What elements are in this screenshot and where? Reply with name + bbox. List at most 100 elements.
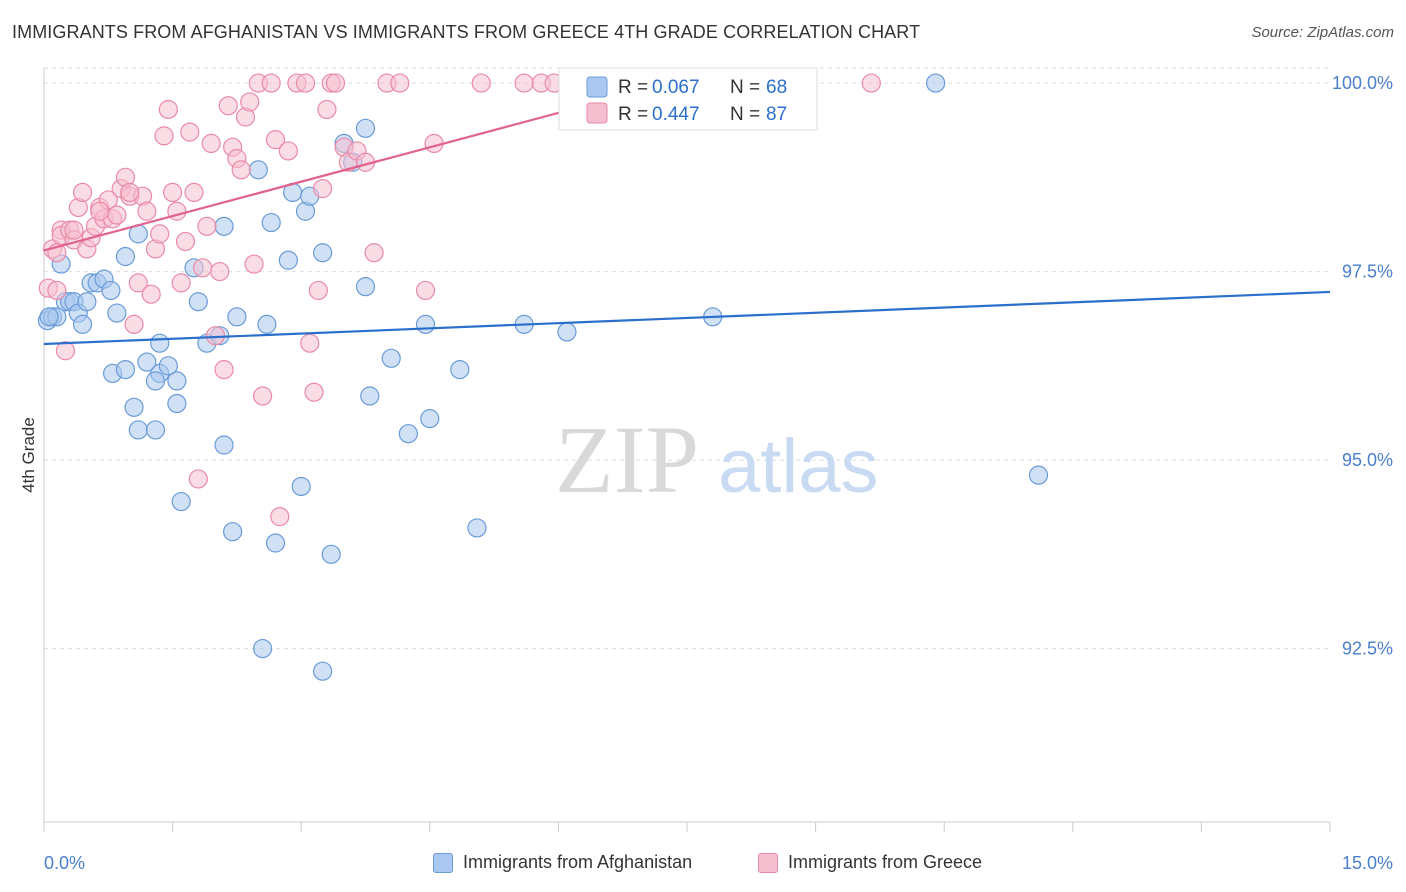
data-point-afghanistan — [214, 435, 234, 455]
data-point-greece — [55, 341, 76, 361]
data-point-greece — [270, 507, 290, 527]
data-point-afghanistan — [223, 522, 243, 542]
data-point-afghanistan — [227, 307, 247, 327]
data-point-afghanistan — [291, 476, 311, 497]
y-tick-label: 95.0% — [1342, 450, 1393, 470]
data-point-afghanistan — [360, 386, 380, 406]
y-tick-labels: 92.5% 95.0% 97.5% 100.0% — [1332, 73, 1393, 659]
legend-item-afghanistan[interactable]: Immigrants from Afghanistan — [433, 852, 692, 873]
data-point-greece — [471, 73, 491, 93]
legend-swatch-greece — [758, 852, 778, 873]
data-point-greece — [201, 133, 221, 153]
data-point-greece — [120, 182, 140, 203]
trend-line-afghanistan — [43, 290, 1331, 346]
data-point-greece — [205, 326, 226, 346]
data-point-greece — [154, 126, 174, 146]
data-point-afghanistan — [398, 424, 418, 444]
data-point-afghanistan — [265, 533, 286, 553]
legend-r-label: R = — [618, 104, 648, 125]
data-point-greece — [137, 201, 157, 221]
data-point-afghanistan — [145, 420, 166, 440]
y-tick-label: 97.5% — [1342, 262, 1393, 282]
data-point-greece — [214, 360, 234, 380]
data-point-greece — [364, 243, 384, 263]
data-points — [37, 73, 1049, 681]
data-point-afghanistan — [321, 544, 341, 564]
data-point-greece — [158, 99, 178, 120]
data-point-greece — [861, 73, 881, 93]
data-point-greece — [390, 73, 410, 93]
data-point-afghanistan — [158, 356, 178, 376]
data-point-afghanistan — [145, 371, 166, 391]
data-point-afghanistan — [115, 246, 136, 267]
y-axis-label: 4th Grade — [19, 417, 38, 493]
data-point-afghanistan — [1028, 465, 1049, 485]
data-point-greece — [278, 141, 298, 161]
data-point-greece — [325, 73, 346, 93]
legend-label-greece: Immigrants from Greece — [788, 852, 983, 872]
legend-r-value: 0.447 — [652, 104, 700, 125]
x-tick-label-max: 15.0% — [1342, 853, 1393, 873]
data-point-afghanistan — [467, 518, 487, 538]
legend-swatch-greece — [586, 102, 608, 124]
data-point-afghanistan — [39, 307, 59, 327]
data-point-afghanistan — [253, 638, 273, 659]
data-point-afghanistan — [137, 352, 157, 372]
data-point-greece — [317, 99, 337, 120]
legend: R = 0.067 N = 68 R = 0.447 N = 87 — [558, 67, 818, 131]
y-tick-label: 100.0% — [1332, 73, 1393, 93]
data-point-afghanistan — [926, 73, 946, 93]
data-point-afghanistan — [124, 397, 144, 417]
data-point-greece — [107, 205, 127, 225]
data-point-greece — [163, 182, 183, 203]
data-point-greece — [218, 96, 238, 116]
data-point-greece — [188, 469, 208, 489]
data-point-greece — [300, 333, 320, 353]
data-point-afghanistan — [278, 250, 298, 270]
watermark-zip: ZIP — [555, 406, 699, 513]
data-point-greece — [304, 382, 324, 402]
data-point-greece — [128, 273, 148, 293]
legend-r-value: 0.067 — [652, 77, 700, 98]
source-credit: Source: ZipAtlas.com — [1251, 24, 1394, 41]
data-point-greece — [184, 182, 204, 203]
data-point-greece — [415, 280, 436, 301]
data-point-greece — [295, 73, 316, 93]
legend-n-value: 68 — [766, 77, 787, 98]
data-point-greece — [261, 73, 281, 93]
data-point-afghanistan — [167, 393, 187, 414]
data-point-afghanistan — [115, 360, 136, 380]
data-point-greece — [240, 92, 260, 112]
chart-title: IMMIGRANTS FROM AFGHANISTAN VS IMMIGRANT… — [12, 22, 921, 42]
legend-swatch-afghanistan — [586, 76, 608, 98]
data-point-greece — [193, 258, 213, 278]
legend-r-label: R = — [618, 77, 648, 98]
data-point-greece — [244, 254, 264, 274]
data-point-afghanistan — [171, 491, 191, 512]
data-point-afghanistan — [214, 216, 234, 236]
legend-n-label: N = — [730, 104, 760, 125]
data-point-greece — [47, 280, 67, 301]
legend-item-greece[interactable]: Immigrants from Greece — [758, 852, 982, 873]
watermark: ZIP atlas — [555, 406, 879, 513]
data-point-afghanistan — [450, 360, 470, 380]
data-point-afghanistan — [107, 303, 127, 323]
data-point-greece — [197, 216, 217, 236]
data-point-afghanistan — [381, 348, 401, 368]
data-point-afghanistan — [355, 277, 376, 297]
legend-label-afghanistan: Immigrants from Afghanistan — [463, 852, 693, 872]
data-point-greece — [124, 314, 144, 334]
data-point-greece — [171, 273, 191, 293]
data-point-afghanistan — [261, 212, 281, 233]
data-point-greece — [313, 179, 333, 199]
data-point-greece — [180, 122, 200, 142]
data-point-afghanistan — [355, 118, 376, 138]
data-point-afghanistan — [313, 243, 333, 263]
data-point-afghanistan — [257, 314, 277, 334]
data-point-afghanistan — [101, 280, 121, 301]
data-point-greece — [150, 224, 170, 244]
data-point-afghanistan — [313, 661, 333, 681]
legend-n-label: N = — [730, 77, 760, 98]
data-point-greece — [210, 261, 230, 282]
